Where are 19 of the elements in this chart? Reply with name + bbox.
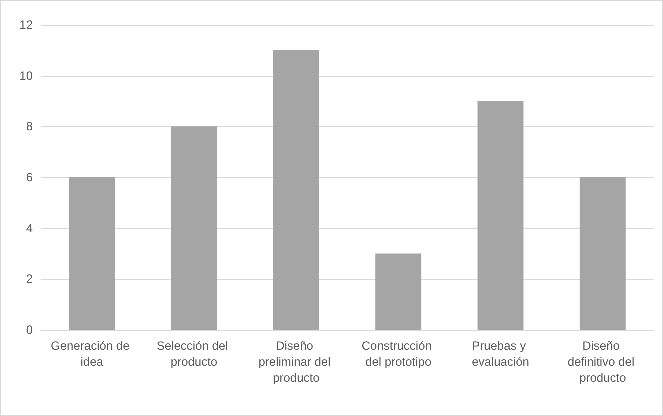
x-tick-label: Diseño definitivo del producto: [568, 339, 638, 385]
x-tick-label: Construcción del prototipo: [362, 339, 436, 369]
x-tick-label: Selección del producto: [156, 339, 232, 369]
bar: [580, 178, 626, 330]
x-tick-label: Pruebas y evaluación: [472, 339, 530, 369]
x-tick-label: Generación de idea: [51, 339, 134, 369]
x-tick-label: Diseño preliminar del producto: [258, 339, 334, 385]
y-tick-label: 10: [20, 68, 34, 83]
bar: [171, 126, 218, 330]
y-tick-label: 8: [26, 120, 34, 134]
y-tick-label: 12: [20, 18, 34, 32]
bar: [478, 101, 524, 330]
bar: [376, 254, 422, 330]
bar: [69, 178, 116, 330]
y-tick-label: 0: [26, 323, 34, 337]
bar: [273, 50, 320, 330]
y-tick-label: 6: [26, 170, 34, 184]
y-tick-label: 2: [26, 272, 34, 286]
y-tick-label: 4: [26, 221, 34, 236]
